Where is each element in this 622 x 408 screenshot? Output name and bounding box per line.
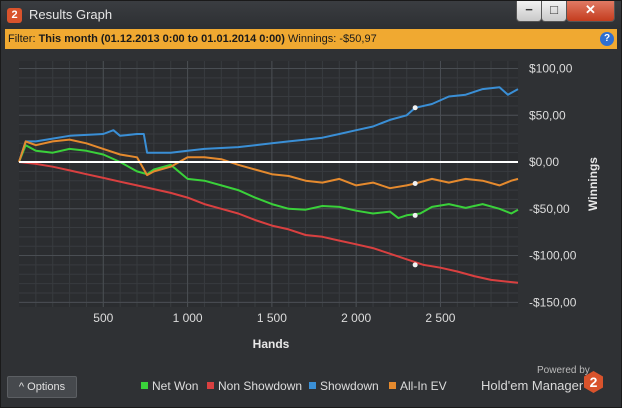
- plot-area: [19, 61, 518, 307]
- legend-label: All-In EV: [400, 379, 447, 393]
- y-tick-label: -$50,00: [529, 202, 570, 216]
- options-button[interactable]: ^ Options: [7, 376, 77, 398]
- results-chart: 500 1 000 1 500 2 000 2 500 $100,00 $50,00 $0,…: [18, 61, 600, 351]
- series-line-net-won: [18, 144, 519, 220]
- chevron-up-icon: ^: [18, 381, 25, 393]
- legend-label: Net Won: [152, 379, 199, 393]
- legend-swatch: [141, 382, 148, 389]
- bottom-bar: ^ Options Net Won Non Showdown Showdown …: [1, 365, 621, 407]
- marker-net-won: [412, 212, 418, 218]
- legend-swatch: [309, 382, 316, 389]
- series-lines: [18, 86, 519, 284]
- y-tick-label: $0,00: [529, 155, 559, 169]
- legend-label: Showdown: [320, 379, 379, 393]
- filter-label: Filter:: [8, 33, 36, 45]
- filter-bar: Filter: This month (01.12.2013 0:00 to 0…: [5, 29, 617, 49]
- brand-name: Hold'em Manager: [481, 378, 584, 393]
- x-tick-label: 2 500: [425, 311, 455, 325]
- maximize-button[interactable]: □: [541, 1, 567, 22]
- filter-period: This month (01.12.2013 0:00 to 01.01.201…: [38, 33, 285, 45]
- series-line-all-in-ev: [18, 138, 519, 190]
- y-tick-label: -$150,00: [529, 295, 577, 309]
- marker-all-in-ev: [412, 181, 418, 187]
- window-title: Results Graph: [29, 7, 113, 22]
- marker-showdown: [412, 105, 418, 111]
- title-bar[interactable]: 2 Results Graph − □ ✕: [1, 1, 621, 29]
- grid: [19, 61, 518, 307]
- powered-by-label: Powered by: [537, 365, 590, 376]
- legend-swatch: [207, 382, 214, 389]
- minimize-button[interactable]: −: [516, 1, 542, 22]
- x-axis-label: Hands: [253, 337, 290, 351]
- x-tick-labels: 500 1 000 1 500 2 000 2 500: [93, 311, 456, 325]
- legend-item-showdown[interactable]: Showdown: [309, 379, 379, 393]
- y-tick-label: $100,00: [529, 61, 573, 75]
- series-line-showdown: [18, 86, 519, 163]
- y-tick-label: -$100,00: [529, 249, 577, 263]
- options-label: Options: [27, 381, 66, 393]
- x-tick-label: 1 000: [173, 311, 203, 325]
- series-line-non-showdown: [18, 161, 519, 284]
- x-tick-label: 2 000: [341, 311, 371, 325]
- legend-swatch: [389, 382, 396, 389]
- legend-item-non-showdown[interactable]: Non Showdown: [207, 379, 302, 393]
- x-tick-label: 1 500: [257, 311, 287, 325]
- y-tick-label: $50,00: [529, 108, 566, 122]
- marker-non-showdown: [412, 262, 418, 268]
- app-logo-icon: 2: [7, 8, 22, 23]
- winnings-summary: Winnings: -$50,97: [288, 33, 377, 45]
- legend-item-net-won[interactable]: Net Won: [141, 379, 198, 393]
- close-button[interactable]: ✕: [566, 1, 615, 22]
- brand-logo-icon: 2: [584, 371, 603, 393]
- legend-label: Non Showdown: [218, 379, 303, 393]
- x-tick-label: 500: [93, 311, 113, 325]
- y-tick-labels: $100,00 $50,00 $0,00 -$50,00 -$100,00 -$150,0…: [529, 61, 577, 309]
- y-axis-label: Winnings: [586, 157, 600, 211]
- help-icon[interactable]: ?: [600, 32, 614, 46]
- legend-item-all-in-ev[interactable]: All-In EV: [389, 379, 447, 393]
